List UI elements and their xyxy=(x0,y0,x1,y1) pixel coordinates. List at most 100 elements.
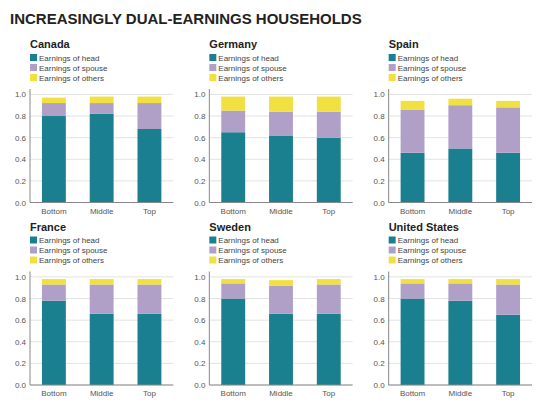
legend-item: Earnings of head xyxy=(389,236,459,245)
legend-swatch xyxy=(209,54,216,61)
legend-item: Earnings of others xyxy=(209,74,283,83)
bar-segment xyxy=(496,101,520,107)
y-tick-label: 0.6 xyxy=(374,134,386,143)
bar-segment xyxy=(138,284,162,313)
legend-swatch xyxy=(389,237,396,244)
panel: FranceEarnings of headEarnings of spouse… xyxy=(15,221,173,399)
y-axis-line xyxy=(30,89,31,203)
bar-segment xyxy=(221,283,245,298)
legend-item: Earnings of others xyxy=(30,74,104,83)
y-tick-label: 0.4 xyxy=(15,155,27,164)
bar-segment xyxy=(42,116,66,202)
bar-segment xyxy=(269,280,293,285)
legend-label: Earnings of others xyxy=(218,256,283,265)
bar-segment xyxy=(90,103,114,114)
bar-segment xyxy=(138,129,162,203)
y-tick-label: 0.4 xyxy=(15,338,27,347)
y-tick-label: 0.0 xyxy=(15,199,27,208)
panel: Sweden Earnings of headEarnings of spouse… xyxy=(194,221,352,399)
legend: Earnings of headEarnings of spouseEarnin… xyxy=(389,236,467,265)
grid-line xyxy=(30,94,173,95)
y-tick-label: 1.0 xyxy=(374,273,386,282)
bar-segment xyxy=(138,103,162,129)
x-tick-label: Middle xyxy=(90,389,114,398)
bars xyxy=(221,97,340,203)
y-tick-label: 0.4 xyxy=(194,155,206,164)
x-tick-label: Bottom xyxy=(221,389,247,398)
legend: Earnings of headEarnings of spouseEarnin… xyxy=(209,54,287,83)
bar-segment xyxy=(221,132,245,202)
y-tick-label: 0.2 xyxy=(194,177,206,186)
grid-line xyxy=(389,385,532,386)
x-axis-line xyxy=(209,202,352,203)
y-tick-label: 0.8 xyxy=(15,112,27,121)
legend-swatch xyxy=(209,64,216,71)
legend-swatch xyxy=(209,247,216,254)
grid-line xyxy=(389,94,532,95)
bar-segment xyxy=(138,314,162,385)
x-tick-label: Bottom xyxy=(41,207,67,216)
y-axis-line xyxy=(388,272,389,386)
bar-segment xyxy=(496,279,520,284)
y-tick-label: 1.0 xyxy=(15,273,27,282)
x-axis-line xyxy=(389,385,532,386)
bar-segment xyxy=(221,111,245,133)
panel-title: Spain xyxy=(389,38,419,50)
legend-item: Earnings of others xyxy=(389,256,463,265)
bar-segment xyxy=(269,314,293,385)
legend-swatch xyxy=(30,74,37,81)
x-tick-label: Middle xyxy=(90,207,114,216)
bar-segment xyxy=(90,314,114,385)
grid-line xyxy=(30,202,173,203)
panel-title: Canada xyxy=(30,38,71,50)
panel-title: Sweden xyxy=(209,221,251,233)
legend-item: Earnings of spouse xyxy=(30,246,108,255)
bars xyxy=(42,97,161,203)
panel-title: United States xyxy=(389,221,459,233)
legend-item: Earnings of others xyxy=(389,74,463,83)
legend: Earnings of headEarnings of spouseEarnin… xyxy=(30,54,108,83)
figure-title: INCREASINGLY DUAL-EARNINGS HOUSEHOLDS xyxy=(10,10,362,27)
bars xyxy=(401,279,520,385)
legend-item: Earnings of spouse xyxy=(389,64,467,73)
bar-segment xyxy=(317,314,341,385)
y-tick-label: 0.4 xyxy=(194,338,206,347)
y-tick-label: 0.6 xyxy=(374,316,386,325)
legend-swatch xyxy=(209,237,216,244)
bar-segment xyxy=(448,99,472,105)
bar-segment xyxy=(401,110,425,153)
panel: Canada Earnings of headEarnings of spouse… xyxy=(15,38,173,216)
legend-label: Earnings of spouse xyxy=(39,246,108,255)
x-tick-label: Middle xyxy=(269,389,293,398)
x-tick-label: Bottom xyxy=(221,207,247,216)
bar-segment xyxy=(42,301,66,385)
legend-label: Earnings of others xyxy=(398,74,463,83)
bar-segment xyxy=(90,97,114,103)
bar-segment xyxy=(401,283,425,298)
y-tick-label: 0.2 xyxy=(374,177,386,186)
x-tick-label: Top xyxy=(143,207,156,216)
legend-swatch xyxy=(209,257,216,264)
legend-item: Earnings of head xyxy=(30,236,100,245)
grid-line xyxy=(209,276,352,277)
grid-line xyxy=(389,202,532,203)
legend: Earnings of headEarnings of spouseEarnin… xyxy=(209,236,287,265)
bar-segment xyxy=(42,279,66,284)
legend-swatch xyxy=(389,74,396,81)
legend-item: Earnings of spouse xyxy=(389,246,467,255)
panel: SpainEarnings of headEarnings of spouseE… xyxy=(374,38,532,216)
legend-item: Earnings of head xyxy=(209,236,278,245)
bar-segment xyxy=(448,105,472,148)
bar-segment xyxy=(221,279,245,283)
x-axis-line xyxy=(209,385,352,386)
y-tick-label: 0.2 xyxy=(15,359,27,368)
bar-segment xyxy=(448,301,472,385)
y-tick-label: 0.8 xyxy=(15,295,27,304)
legend-swatch xyxy=(30,247,37,254)
legend-item: Earnings of spouse xyxy=(30,64,108,73)
legend-item: Earnings of head xyxy=(30,54,100,63)
legend-swatch xyxy=(389,54,396,61)
y-tick-label: 0.0 xyxy=(15,381,27,390)
grid-line xyxy=(30,385,173,386)
x-tick-label: Bottom xyxy=(400,207,426,216)
